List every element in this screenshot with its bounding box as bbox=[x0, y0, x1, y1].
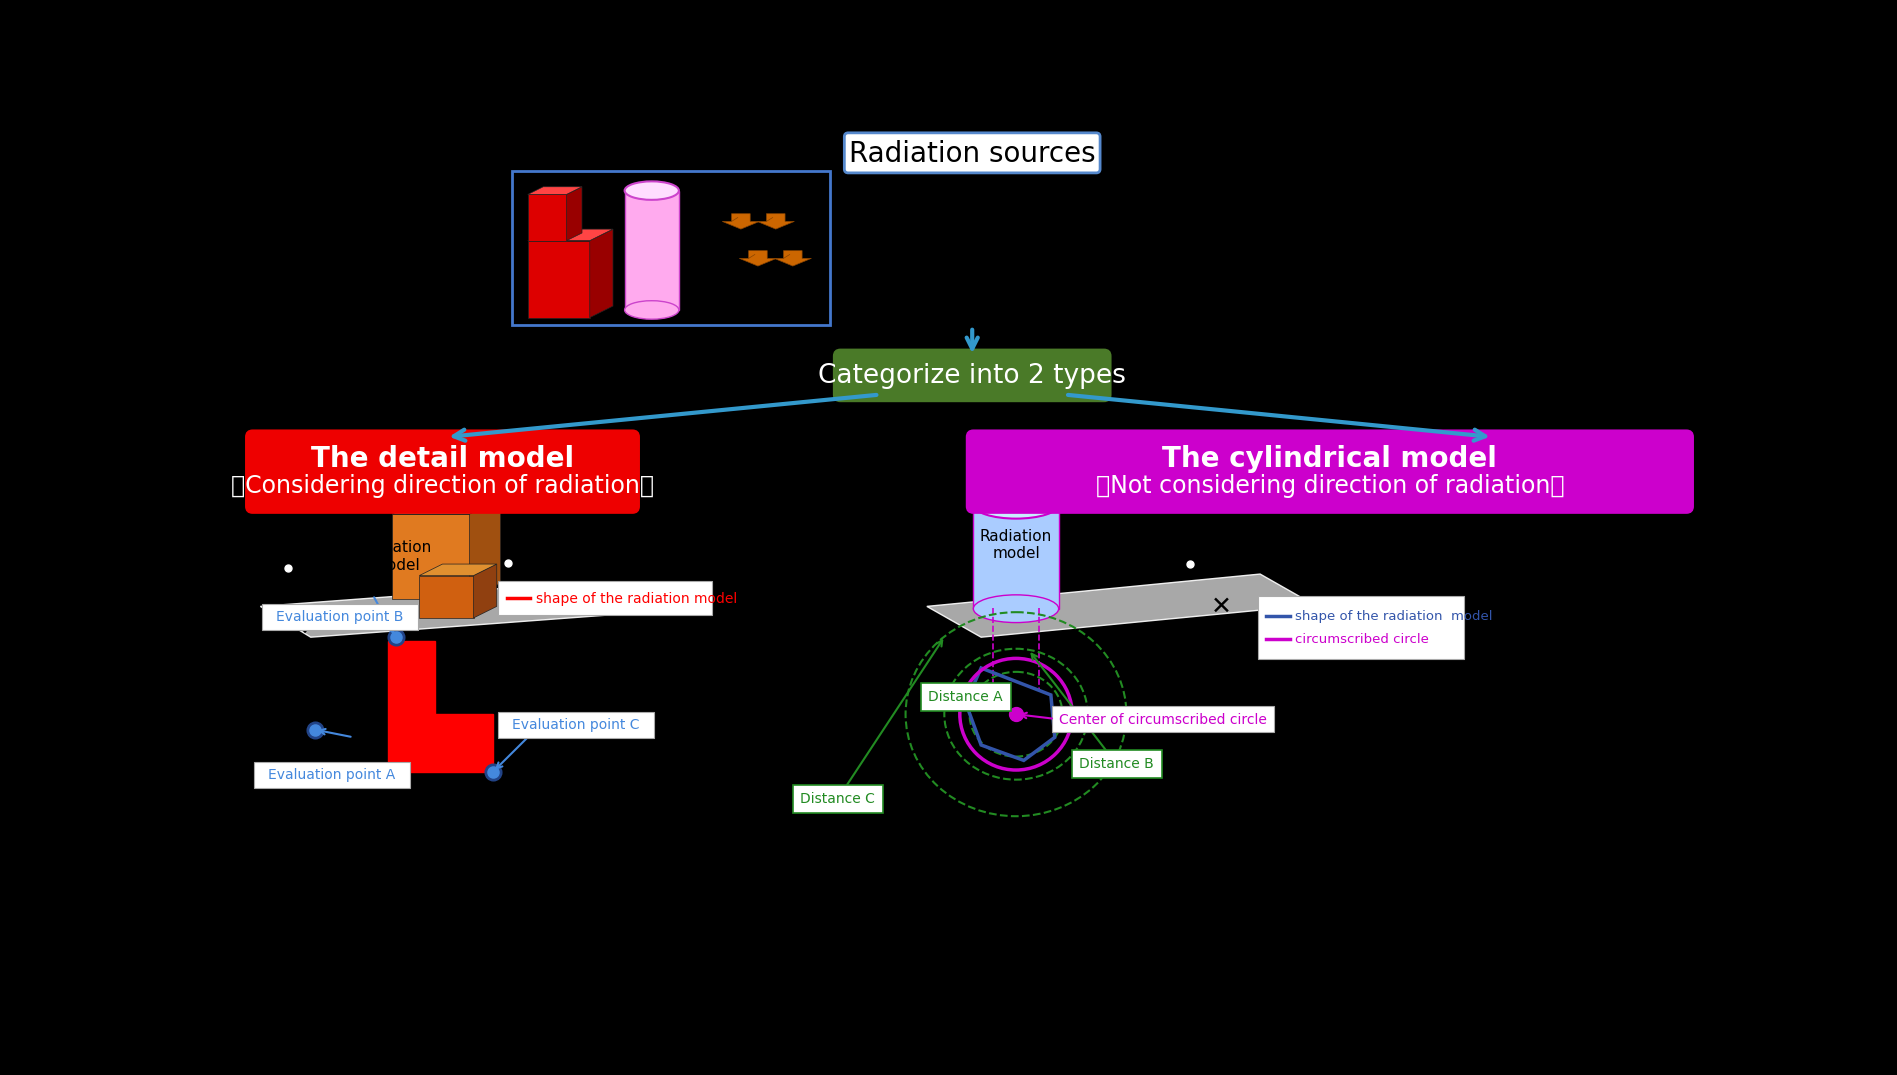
Text: The cylindrical model: The cylindrical model bbox=[1163, 445, 1497, 473]
Polygon shape bbox=[973, 505, 1059, 608]
Text: Evaluation point B: Evaluation point B bbox=[275, 611, 404, 625]
Polygon shape bbox=[389, 641, 493, 772]
FancyBboxPatch shape bbox=[262, 604, 417, 630]
Polygon shape bbox=[774, 250, 812, 266]
Text: Radiation
model: Radiation model bbox=[360, 540, 433, 573]
Polygon shape bbox=[260, 584, 620, 637]
Text: Distance C: Distance C bbox=[801, 792, 875, 806]
Ellipse shape bbox=[973, 491, 1059, 518]
Text: Radiation sources: Radiation sources bbox=[848, 141, 1096, 169]
Polygon shape bbox=[527, 195, 567, 241]
Polygon shape bbox=[419, 575, 474, 618]
FancyBboxPatch shape bbox=[835, 350, 1110, 401]
FancyBboxPatch shape bbox=[1258, 597, 1464, 659]
Text: Distance B: Distance B bbox=[1079, 757, 1153, 771]
Polygon shape bbox=[419, 564, 497, 575]
Polygon shape bbox=[393, 514, 470, 599]
FancyBboxPatch shape bbox=[1072, 750, 1161, 778]
FancyBboxPatch shape bbox=[967, 431, 1692, 513]
FancyBboxPatch shape bbox=[844, 133, 1100, 173]
Ellipse shape bbox=[973, 594, 1059, 622]
FancyBboxPatch shape bbox=[254, 762, 410, 788]
Polygon shape bbox=[527, 187, 582, 195]
Polygon shape bbox=[393, 499, 501, 514]
Text: circumscribed circle: circumscribed circle bbox=[1296, 633, 1428, 646]
FancyBboxPatch shape bbox=[920, 684, 1011, 712]
Polygon shape bbox=[527, 241, 590, 317]
Polygon shape bbox=[590, 229, 613, 317]
Polygon shape bbox=[624, 190, 679, 310]
Polygon shape bbox=[723, 214, 759, 229]
Text: Radiation
model: Radiation model bbox=[981, 529, 1053, 561]
Text: The detail model: The detail model bbox=[311, 445, 575, 473]
FancyBboxPatch shape bbox=[1053, 705, 1275, 732]
Polygon shape bbox=[474, 564, 497, 618]
Polygon shape bbox=[740, 250, 776, 266]
Text: Evaluation point C: Evaluation point C bbox=[512, 718, 639, 732]
Polygon shape bbox=[757, 214, 795, 229]
Text: shape of the radiation model: shape of the radiation model bbox=[535, 591, 736, 605]
Text: Distance A: Distance A bbox=[928, 690, 1004, 704]
Text: （Considering direction of radiation）: （Considering direction of radiation） bbox=[231, 473, 654, 498]
FancyBboxPatch shape bbox=[499, 580, 711, 615]
Polygon shape bbox=[567, 187, 582, 241]
Text: ✕: ✕ bbox=[288, 616, 309, 640]
Text: shape of the radiation  model: shape of the radiation model bbox=[1296, 610, 1493, 622]
Polygon shape bbox=[470, 499, 501, 599]
FancyBboxPatch shape bbox=[499, 712, 654, 739]
Text: ✕: ✕ bbox=[1210, 594, 1231, 618]
FancyBboxPatch shape bbox=[512, 171, 831, 326]
FancyBboxPatch shape bbox=[793, 785, 882, 813]
Text: Categorize into 2 types: Categorize into 2 types bbox=[818, 363, 1127, 389]
Ellipse shape bbox=[624, 182, 679, 200]
Text: Evaluation point A: Evaluation point A bbox=[267, 768, 395, 782]
Ellipse shape bbox=[624, 301, 679, 319]
Polygon shape bbox=[928, 574, 1315, 637]
Text: （Not considering direction of radiation）: （Not considering direction of radiation） bbox=[1096, 473, 1565, 498]
Text: ✕: ✕ bbox=[522, 594, 543, 618]
FancyBboxPatch shape bbox=[247, 431, 639, 513]
Text: Center of circumscribed circle: Center of circumscribed circle bbox=[1059, 713, 1267, 727]
Polygon shape bbox=[527, 229, 613, 241]
